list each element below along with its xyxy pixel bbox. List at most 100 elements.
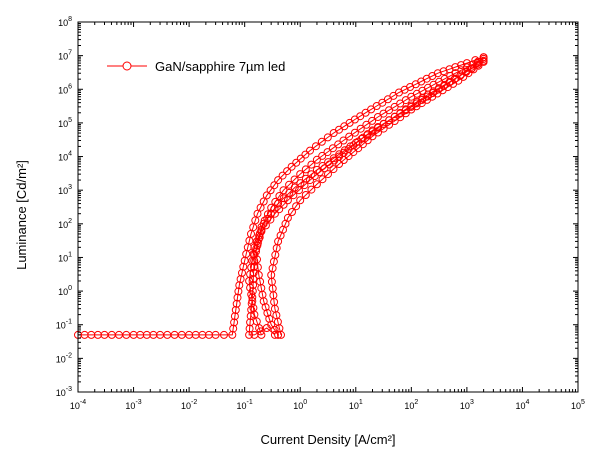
data-point <box>245 324 254 333</box>
y-tick-label: 10-3 <box>56 386 72 398</box>
data-point <box>287 162 296 171</box>
axes: 10-4 10-3 10-2 10-1 100 101 102 103 104 10510-310… <box>56 16 585 411</box>
data-point <box>261 303 270 312</box>
y-tick-label: 102 <box>58 218 72 230</box>
data-point <box>329 154 338 163</box>
y-tick-label: 10-1 <box>56 319 72 331</box>
x-tick-label: 10-4 <box>70 399 86 411</box>
data-point <box>228 330 237 339</box>
data-point <box>467 65 476 73</box>
data-point <box>289 191 298 200</box>
data-point <box>301 165 310 174</box>
data-point <box>235 281 244 290</box>
data-point <box>306 146 314 155</box>
data-point <box>418 94 427 103</box>
data-point <box>385 116 394 125</box>
data-point <box>344 152 353 161</box>
data-point <box>324 158 333 167</box>
data-point <box>253 209 262 218</box>
data-point <box>379 124 388 133</box>
data-point <box>479 53 488 62</box>
x-tick-label: 10-3 <box>125 399 141 411</box>
data-point <box>357 134 366 143</box>
data-point <box>283 196 292 205</box>
data-point <box>396 108 405 117</box>
data-point <box>296 196 305 205</box>
data-point <box>239 262 248 271</box>
x-tick-label: 104 <box>515 399 529 411</box>
data-point <box>290 183 299 192</box>
data-markers <box>74 53 488 339</box>
data-point <box>479 57 488 66</box>
data-point <box>274 199 283 208</box>
data-point <box>301 150 310 159</box>
data-point <box>229 324 238 333</box>
data-point <box>318 175 327 184</box>
data-point <box>270 330 279 339</box>
data-point <box>312 180 321 189</box>
data-point <box>270 181 279 190</box>
y-tick-label: 104 <box>58 151 72 163</box>
data-point <box>266 186 275 195</box>
data-point <box>230 318 239 327</box>
x-tick-label: 10-1 <box>237 399 253 411</box>
data-point <box>257 330 266 339</box>
y-tick-label: 101 <box>58 251 72 263</box>
data-point <box>350 128 359 137</box>
legend-swatch-marker <box>122 61 132 71</box>
data-point <box>296 170 305 179</box>
data-point <box>259 197 268 206</box>
x-tick-label: 102 <box>404 399 418 411</box>
data-point <box>413 97 421 106</box>
data-point <box>232 299 241 308</box>
data-point <box>374 123 383 132</box>
data-point <box>265 314 274 323</box>
data-point <box>262 324 271 332</box>
data-point <box>230 312 239 321</box>
data-point <box>275 192 284 200</box>
data-point <box>220 330 228 339</box>
data-point <box>401 105 410 114</box>
data-point <box>260 216 269 225</box>
data-point <box>346 142 355 151</box>
data-point <box>318 151 327 160</box>
data-point <box>296 154 305 163</box>
series-line <box>248 56 484 336</box>
series-line <box>78 56 484 336</box>
data-point <box>334 140 343 149</box>
data-point <box>233 293 242 302</box>
plot-frame <box>77 21 579 393</box>
x-axis-title: Current Density [A/cm²] <box>260 432 395 447</box>
x-tick-label: 105 <box>571 399 585 411</box>
data-point <box>301 191 310 199</box>
data-point <box>390 112 399 121</box>
data-point <box>279 194 288 203</box>
y-tick-label: 100 <box>58 285 72 297</box>
data-point <box>462 59 471 68</box>
y-tick-label: 105 <box>58 117 72 129</box>
data-point <box>329 165 338 174</box>
x-tick-label: 100 <box>293 399 307 411</box>
data-point <box>328 144 337 153</box>
data-point <box>340 146 349 155</box>
data-point <box>292 202 301 211</box>
y-tick-label: 103 <box>58 184 72 196</box>
data-point <box>385 120 394 129</box>
data-point <box>236 275 245 284</box>
y-tick-label: 108 <box>58 16 72 28</box>
data-point <box>335 150 344 159</box>
data-point <box>296 179 305 188</box>
data-point <box>283 167 292 176</box>
data-point <box>335 160 344 168</box>
data-point <box>390 117 399 125</box>
data-point <box>368 127 377 136</box>
data-point <box>433 69 442 78</box>
data-point <box>339 136 348 145</box>
data-point <box>356 124 365 133</box>
data-point <box>262 191 271 200</box>
data-point <box>231 306 240 314</box>
data-point <box>301 174 310 183</box>
data-point <box>363 131 371 140</box>
data-point <box>368 116 377 125</box>
